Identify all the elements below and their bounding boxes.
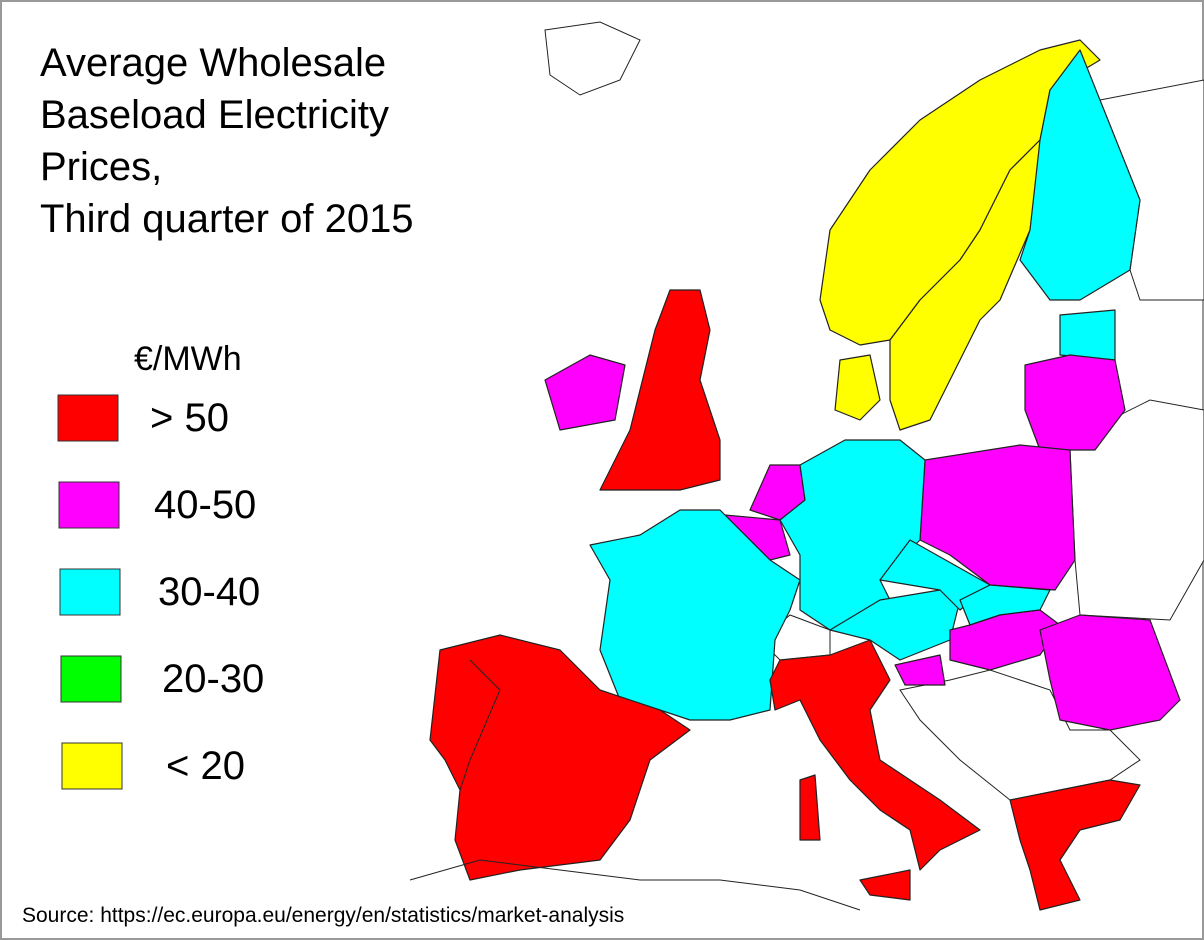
legend-label: 20-30 xyxy=(162,657,264,701)
legend-swatch xyxy=(61,742,123,790)
title-line: Third quarter of 2015 xyxy=(40,197,414,241)
legend-swatch xyxy=(59,568,121,616)
country xyxy=(1059,309,1116,361)
country xyxy=(544,354,626,431)
legend-swatch xyxy=(57,394,119,442)
title-line: Baseload Electricity xyxy=(40,93,389,137)
map xyxy=(409,21,1204,911)
iceland xyxy=(544,21,641,96)
country xyxy=(799,774,821,841)
legend-swatch xyxy=(58,481,120,529)
country xyxy=(1039,614,1181,731)
legend-label: 30-40 xyxy=(158,570,260,614)
country xyxy=(859,869,911,901)
country xyxy=(894,654,946,686)
country xyxy=(829,589,961,661)
legend-swatch xyxy=(60,655,122,703)
source: Source: https://ec.europa.eu/energy/en/s… xyxy=(22,904,624,927)
country xyxy=(1009,779,1141,911)
legend-unit: €/MWh xyxy=(134,340,242,378)
country xyxy=(1019,49,1141,301)
country xyxy=(919,444,1076,591)
title-line: Average Wholesale xyxy=(40,41,386,85)
country xyxy=(834,354,881,421)
title: Average Wholesale Baseload Electricity P… xyxy=(40,41,414,241)
legend: > 50 40-50 30-40 20-30 < 20 xyxy=(57,394,264,790)
title-line: Prices, xyxy=(40,145,162,189)
country xyxy=(1024,354,1126,451)
country xyxy=(599,289,721,491)
country xyxy=(429,634,691,881)
legend-label: > 50 xyxy=(150,396,229,440)
legend-label: 40-50 xyxy=(154,483,256,527)
africa-coast xyxy=(409,859,861,911)
legend-label: < 20 xyxy=(166,744,245,788)
border xyxy=(459,659,501,791)
